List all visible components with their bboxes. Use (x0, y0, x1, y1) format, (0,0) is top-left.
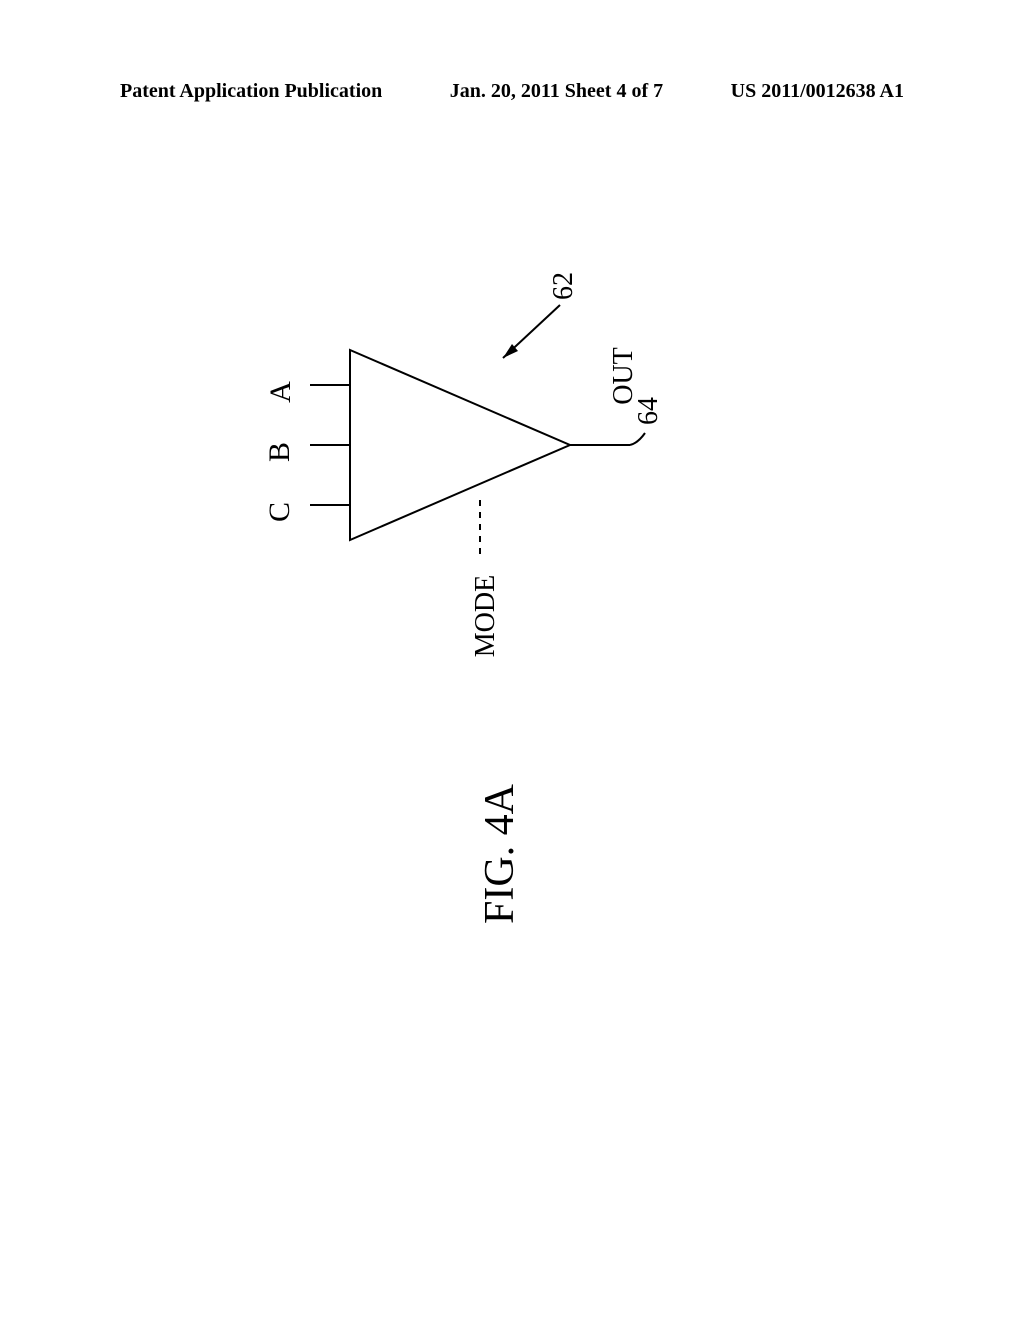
input-label-c: C (263, 502, 297, 522)
ref-line-64 (630, 433, 645, 445)
input-label-a: A (264, 381, 298, 403)
gate-triangle (350, 350, 570, 540)
header-center: Jan. 20, 2011 Sheet 4 of 7 (450, 80, 663, 103)
page-header: Patent Application Publication Jan. 20, … (0, 80, 1024, 103)
figure-label: FIG. 4A (476, 784, 524, 924)
ref-number-62: 62 (548, 272, 580, 300)
mode-label: MODE (470, 575, 502, 657)
header-left: Patent Application Publication (120, 80, 382, 103)
header-right: US 2011/0012638 A1 (731, 80, 904, 103)
input-label-b: B (263, 442, 297, 462)
ref-number-64: 64 (633, 397, 665, 425)
